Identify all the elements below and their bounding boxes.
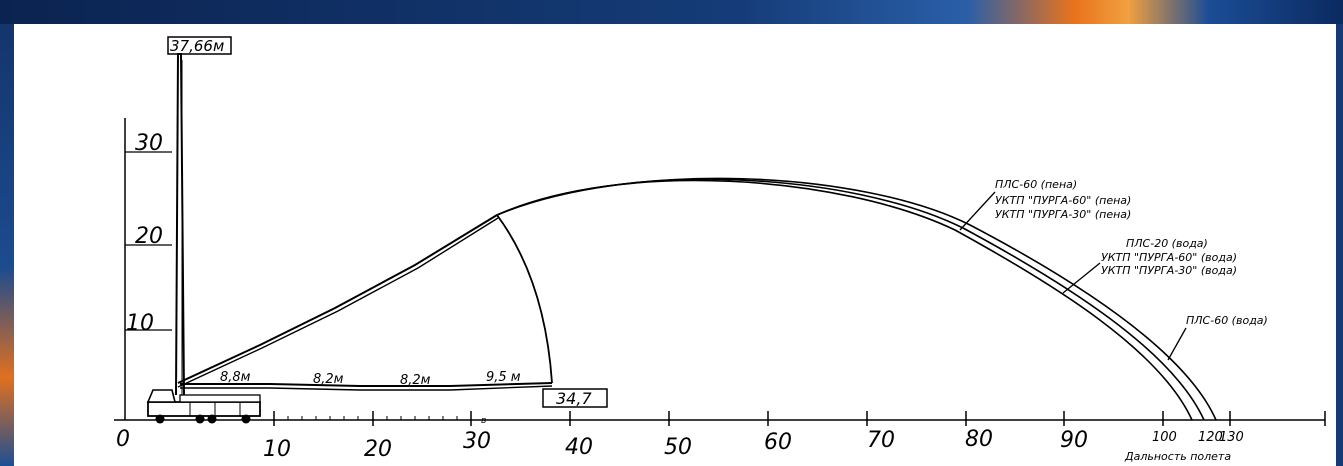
vertical-boom	[175, 53, 185, 396]
label-purga60-water: УКТП "ПУРГА-60" (вода)	[1101, 251, 1237, 264]
label-purga30-foam: УКТП "ПУРГА-30" (пена)	[995, 208, 1131, 221]
distance-axis: 0 10 20 30 40 50 60 70 80 90 100 120 130…	[114, 411, 1326, 463]
height-label-10: 10	[126, 311, 154, 336]
plc60-water-label: ПЛС-60 (вода)	[1167, 314, 1268, 361]
trajectory-outer	[496, 177, 1217, 421]
water-series-labels: ПЛС-20 (вода) УКТП "ПУРГА-60" (вода) УКТ…	[1062, 237, 1237, 294]
max-reach-label: 34,7	[542, 388, 608, 408]
distance-label-130: 130	[1219, 430, 1244, 445]
distance-label-10: 10	[263, 437, 291, 462]
inclined-boom-lower	[177, 217, 499, 388]
max-height-label: 37,66м	[167, 36, 232, 55]
fire-truck-icon	[146, 389, 261, 424]
foam-series-labels: ПЛС-60 (пена) УКТП "ПУРГА-60" (пена) УКТ…	[959, 178, 1131, 231]
label-purga30-water: УКТП "ПУРГА-30" (вода)	[1101, 264, 1237, 277]
horizontal-boom-upper	[180, 382, 553, 387]
label-plc60-water: ПЛС-60 (вода)	[1186, 314, 1268, 327]
horizontal-boom-lower	[180, 385, 553, 391]
distance-label-90: 90	[1060, 428, 1088, 453]
label-plc20-water: ПЛС-20 (вода)	[1126, 237, 1208, 250]
height-scale: 30 20 10	[124, 118, 172, 420]
boom-section-2: 8,2м	[313, 372, 344, 387]
inclined-boom-upper	[177, 214, 498, 384]
label-purga60-foam: УКТП "ПУРГА-60" (пена)	[995, 194, 1131, 207]
reach-diagram: 30 20 10 37,66м 8,8м 8,2м 8,2м 9,5 м 34,…	[114, 36, 1326, 463]
height-label-20: 20	[135, 224, 163, 249]
distance-label-100: 100	[1152, 430, 1177, 445]
boom-section-4: 9,5 м	[486, 370, 521, 385]
jet-trajectories	[496, 177, 1217, 421]
max-reach-value: 34,7	[556, 389, 592, 408]
diagram-canvas: 30 20 10 37,66м 8,8м 8,2м 8,2м 9,5 м 34,…	[14, 24, 1336, 466]
stray-mark: в	[481, 416, 486, 426]
inclined-boom	[177, 214, 499, 388]
max-height-value: 37,66м	[170, 37, 224, 55]
foam-leader-line	[959, 191, 996, 231]
height-label-30: 30	[135, 131, 163, 156]
distance-label-60: 60	[764, 430, 792, 455]
plc60-water-leader-line	[1167, 327, 1187, 361]
distance-label-80: 80	[965, 427, 993, 452]
slide-frame-right	[1336, 24, 1343, 466]
distance-label-30: 30	[463, 429, 491, 454]
distance-label-20: 20	[364, 437, 392, 462]
distance-label-50: 50	[664, 435, 692, 460]
slide-frame-top	[0, 0, 1343, 24]
distance-label-0: 0	[116, 427, 130, 452]
boom-section-1: 8,8м	[220, 370, 251, 385]
boom-section-3: 8,2м	[400, 373, 431, 388]
vertical-boom-outline	[175, 53, 185, 396]
label-plc60-foam: ПЛС-60 (пена)	[995, 178, 1077, 191]
max-reach-box	[542, 388, 608, 408]
horizontal-boom: 8,8м 8,2м 8,2м 9,5 м	[180, 370, 553, 391]
working-zone-arc	[496, 214, 553, 384]
distance-axis-title: Дальность полета	[1124, 450, 1231, 463]
slide-frame-left	[0, 24, 14, 466]
max-height-box	[167, 36, 232, 55]
distance-label-120: 120	[1198, 430, 1223, 445]
distance-label-40: 40	[565, 435, 593, 460]
water-leader-line	[1062, 262, 1101, 294]
distance-label-70: 70	[867, 428, 895, 453]
